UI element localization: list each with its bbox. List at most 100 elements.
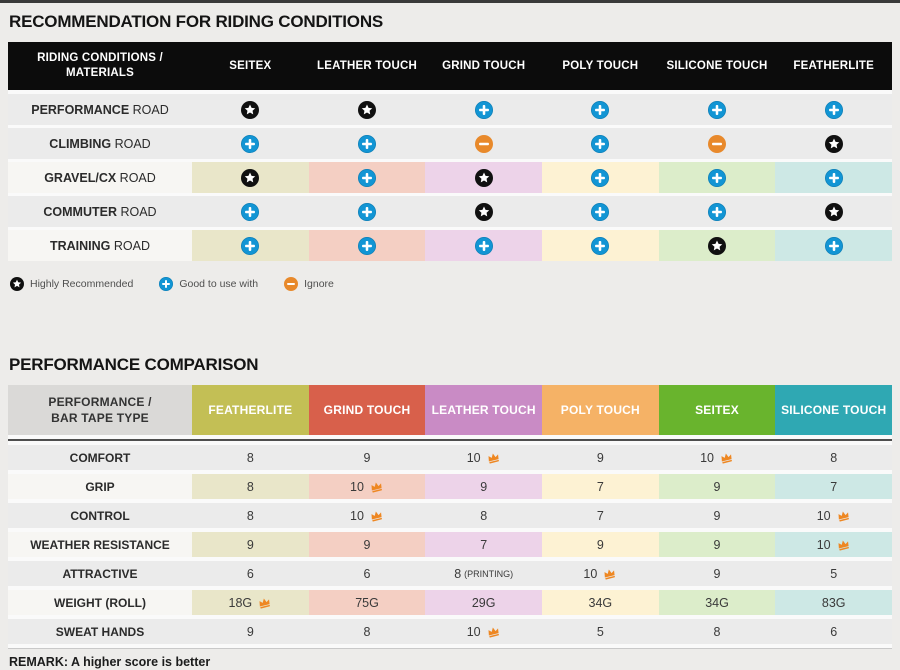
column-header-leather-touch: LEATHER TOUCH bbox=[317, 60, 417, 72]
score-value: 7 bbox=[596, 479, 604, 494]
riding-conditions-table: RIDING CONDITIONS / MATERIALS SEITEX LEAT… bbox=[8, 42, 893, 261]
score-cell: 10 bbox=[308, 503, 426, 528]
plus-icon bbox=[708, 202, 727, 221]
rating-cell-plus bbox=[308, 196, 426, 227]
score-value: 9 bbox=[596, 450, 604, 465]
score-value: 7 bbox=[596, 508, 604, 523]
performance-body: COMFORT 8 9 10 9 10 8 GRIP 8 10 9 7 9 7 CONTROL 8 10 … bbox=[8, 445, 893, 644]
minus-icon bbox=[284, 277, 299, 291]
header-label-line2: BAR TAPE TYPE bbox=[51, 411, 149, 425]
score-cell: 29G bbox=[425, 590, 543, 615]
plus-icon bbox=[591, 168, 610, 187]
score-cell: 83G bbox=[775, 590, 893, 615]
column-header-grind-touch: GRIND TOUCH bbox=[442, 60, 526, 72]
column-header-silicone-touch: SILICONE TOUCH bbox=[775, 385, 893, 435]
performance-comparison-table: PERFORMANCE / BAR TAPE TYPE FEATHERLITE G… bbox=[8, 385, 893, 649]
score-cell: 10 bbox=[542, 561, 659, 586]
crown-icon bbox=[257, 596, 272, 609]
score-value: 8 bbox=[246, 479, 254, 494]
minus-icon bbox=[708, 134, 727, 153]
plus-icon bbox=[358, 168, 376, 187]
score-value: 18G bbox=[228, 595, 253, 610]
score-value: 9 bbox=[596, 537, 604, 552]
score-value: 8 bbox=[246, 508, 254, 523]
riding-row-training: TRAINING ROAD bbox=[8, 230, 893, 261]
rating-cell-plus bbox=[308, 128, 426, 159]
star-icon bbox=[824, 202, 843, 221]
column-header-seitex: SEITEX bbox=[658, 385, 776, 435]
score-value: 5 bbox=[596, 624, 604, 639]
score-value: 9 bbox=[713, 479, 721, 494]
score-cell: 5 bbox=[542, 619, 659, 644]
score-value: 7 bbox=[480, 537, 488, 552]
performance-row-comfort: COMFORT 8 9 10 9 10 8 bbox=[8, 445, 893, 470]
crown-icon bbox=[836, 538, 851, 551]
riding-row-climbing: CLIMBING ROAD bbox=[8, 128, 893, 159]
star-icon bbox=[241, 168, 260, 187]
crown-icon bbox=[719, 451, 734, 464]
score-value: 9 bbox=[480, 479, 488, 494]
score-cell: 9 bbox=[425, 474, 543, 499]
column-header-featherlite: FEATHERLITE bbox=[192, 385, 309, 435]
riding-conditions-header-row: RIDING CONDITIONS / MATERIALS SEITEX LEAT… bbox=[8, 42, 892, 90]
row-label: WEIGHT (ROLL) bbox=[8, 590, 192, 615]
score-cell: 9 bbox=[308, 445, 426, 470]
performance-row-grip: GRIP 8 10 9 7 9 7 bbox=[8, 474, 893, 499]
score-cell: 7 bbox=[425, 532, 543, 557]
rating-cell-star bbox=[425, 162, 543, 193]
legend-label: Good to use with bbox=[179, 278, 259, 290]
score-cell: 8 bbox=[192, 503, 309, 528]
rating-cell-plus bbox=[658, 162, 776, 193]
score-value: 7 bbox=[830, 479, 838, 494]
score-value: 34G bbox=[705, 595, 729, 610]
top-rule bbox=[0, 0, 900, 3]
score-cell: 6 bbox=[192, 561, 309, 586]
score-cell: 9 bbox=[658, 532, 776, 557]
rating-cell-star bbox=[425, 196, 543, 227]
score-value: 10 bbox=[466, 450, 481, 465]
performance-row-weather-resistance: WEATHER RESISTANCE 9 9 7 9 9 10 bbox=[8, 532, 893, 557]
plus-icon bbox=[241, 134, 260, 153]
score-cell: 10 bbox=[775, 503, 893, 528]
plus-icon bbox=[708, 100, 727, 119]
score-cell: 10 bbox=[308, 474, 426, 499]
score-value: 9 bbox=[363, 537, 371, 552]
row-label: WEATHER RESISTANCE bbox=[8, 532, 192, 557]
star-icon bbox=[358, 100, 376, 119]
riding-conditions-header-label: RIDING CONDITIONS / MATERIALS bbox=[8, 51, 192, 81]
row-label: GRAVEL/CX ROAD bbox=[8, 162, 192, 193]
performance-row-sweat-hands: SWEAT HANDS 9 8 10 5 8 6 bbox=[8, 619, 893, 644]
performance-row-weight-roll: WEIGHT (ROLL) 18G 75G 29G 34G 34G 83G bbox=[8, 590, 893, 615]
row-label: GRIP bbox=[8, 474, 192, 499]
star-icon bbox=[241, 100, 260, 119]
riding-conditions-body: PERFORMANCE ROAD CLIMBING ROAD bbox=[8, 90, 893, 261]
performance-row-control: CONTROL 8 10 8 7 9 10 bbox=[8, 503, 893, 528]
plus-icon bbox=[474, 236, 493, 255]
score-cell: 8 bbox=[192, 445, 309, 470]
column-header-grind-touch: GRIND TOUCH bbox=[308, 385, 426, 435]
rating-cell-plus bbox=[658, 94, 776, 125]
score-cell: 9 bbox=[542, 445, 659, 470]
plus-icon bbox=[591, 100, 610, 119]
rating-cell-minus bbox=[425, 128, 543, 159]
column-header-poly-touch: POLY TOUCH bbox=[562, 60, 639, 72]
column-header-silicone-touch: SILICONE TOUCH bbox=[666, 60, 768, 72]
score-value: 8 bbox=[246, 450, 254, 465]
score-value: 10 bbox=[816, 537, 831, 552]
crown-icon bbox=[836, 509, 851, 522]
performance-header-row: PERFORMANCE / BAR TAPE TYPE FEATHERLITE G… bbox=[8, 385, 893, 435]
plus-icon bbox=[241, 202, 260, 221]
score-value: 10 bbox=[466, 624, 481, 639]
score-cell: 34G bbox=[542, 590, 659, 615]
row-label: CONTROL bbox=[8, 503, 192, 528]
score-value: 8 bbox=[363, 624, 371, 639]
score-cell: 10 bbox=[425, 445, 543, 470]
rating-cell-plus bbox=[775, 94, 893, 125]
score-value: 9 bbox=[713, 537, 721, 552]
legend-item-ignore: Ignore bbox=[284, 277, 334, 291]
rating-cell-plus bbox=[425, 94, 543, 125]
score-suffix: (PRINTING) bbox=[464, 568, 514, 579]
plus-icon bbox=[824, 168, 843, 187]
column-header-poly-touch: POLY TOUCH bbox=[542, 385, 659, 435]
star-icon bbox=[474, 168, 493, 187]
